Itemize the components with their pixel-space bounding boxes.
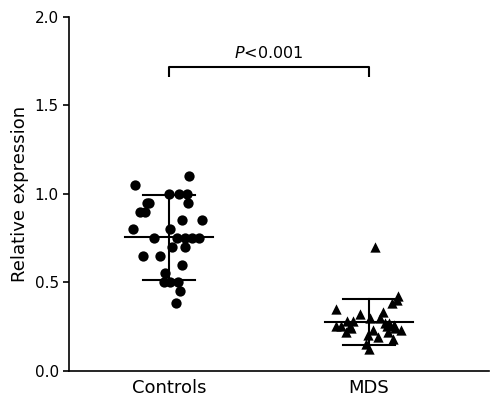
- Point: [386, 319, 394, 326]
- Point: [184, 200, 192, 206]
- Point: [140, 253, 147, 259]
- Point: [150, 235, 158, 241]
- Point: [379, 309, 387, 315]
- Point: [342, 328, 350, 335]
- Point: [384, 328, 392, 335]
- Point: [178, 217, 186, 224]
- Point: [181, 235, 189, 241]
- Point: [161, 270, 169, 277]
- Point: [380, 319, 388, 326]
- Point: [130, 226, 138, 233]
- Point: [178, 261, 186, 268]
- Point: [174, 191, 182, 197]
- Point: [383, 323, 391, 330]
- Point: [146, 200, 154, 206]
- Point: [168, 244, 176, 250]
- Point: [348, 325, 356, 331]
- Point: [198, 217, 206, 224]
- Point: [348, 318, 356, 324]
- Point: [388, 300, 396, 307]
- Point: [172, 300, 180, 307]
- Y-axis label: Relative expression: Relative expression: [11, 106, 29, 282]
- Point: [338, 323, 345, 330]
- Point: [144, 200, 152, 206]
- Point: [365, 346, 373, 353]
- Point: [188, 235, 196, 241]
- Point: [130, 182, 138, 188]
- Point: [390, 335, 398, 342]
- Point: [176, 288, 184, 294]
- Point: [195, 235, 203, 241]
- Point: [142, 208, 150, 215]
- Point: [362, 341, 370, 347]
- Point: [398, 327, 406, 333]
- Point: [346, 323, 354, 330]
- Point: [356, 311, 364, 317]
- Point: [180, 244, 188, 250]
- Point: [390, 322, 398, 328]
- Point: [332, 323, 340, 330]
- Point: [372, 244, 380, 250]
- Point: [156, 253, 164, 259]
- Point: [184, 173, 192, 180]
- Point: [166, 226, 174, 233]
- Point: [366, 314, 374, 321]
- Point: [390, 325, 398, 331]
- Point: [374, 334, 382, 340]
- Point: [343, 318, 351, 324]
- Point: [394, 293, 402, 299]
- Point: [160, 279, 168, 286]
- Point: [165, 191, 173, 197]
- Point: [173, 235, 181, 241]
- Point: [364, 332, 372, 339]
- Point: [385, 322, 393, 328]
- Point: [174, 279, 182, 286]
- Point: [136, 208, 143, 215]
- Text: $\it{P}$<0.001: $\it{P}$<0.001: [234, 45, 304, 61]
- Point: [376, 314, 384, 321]
- Point: [370, 327, 378, 333]
- Point: [166, 279, 174, 286]
- Point: [183, 191, 191, 197]
- Point: [332, 306, 340, 312]
- Point: [393, 297, 401, 303]
